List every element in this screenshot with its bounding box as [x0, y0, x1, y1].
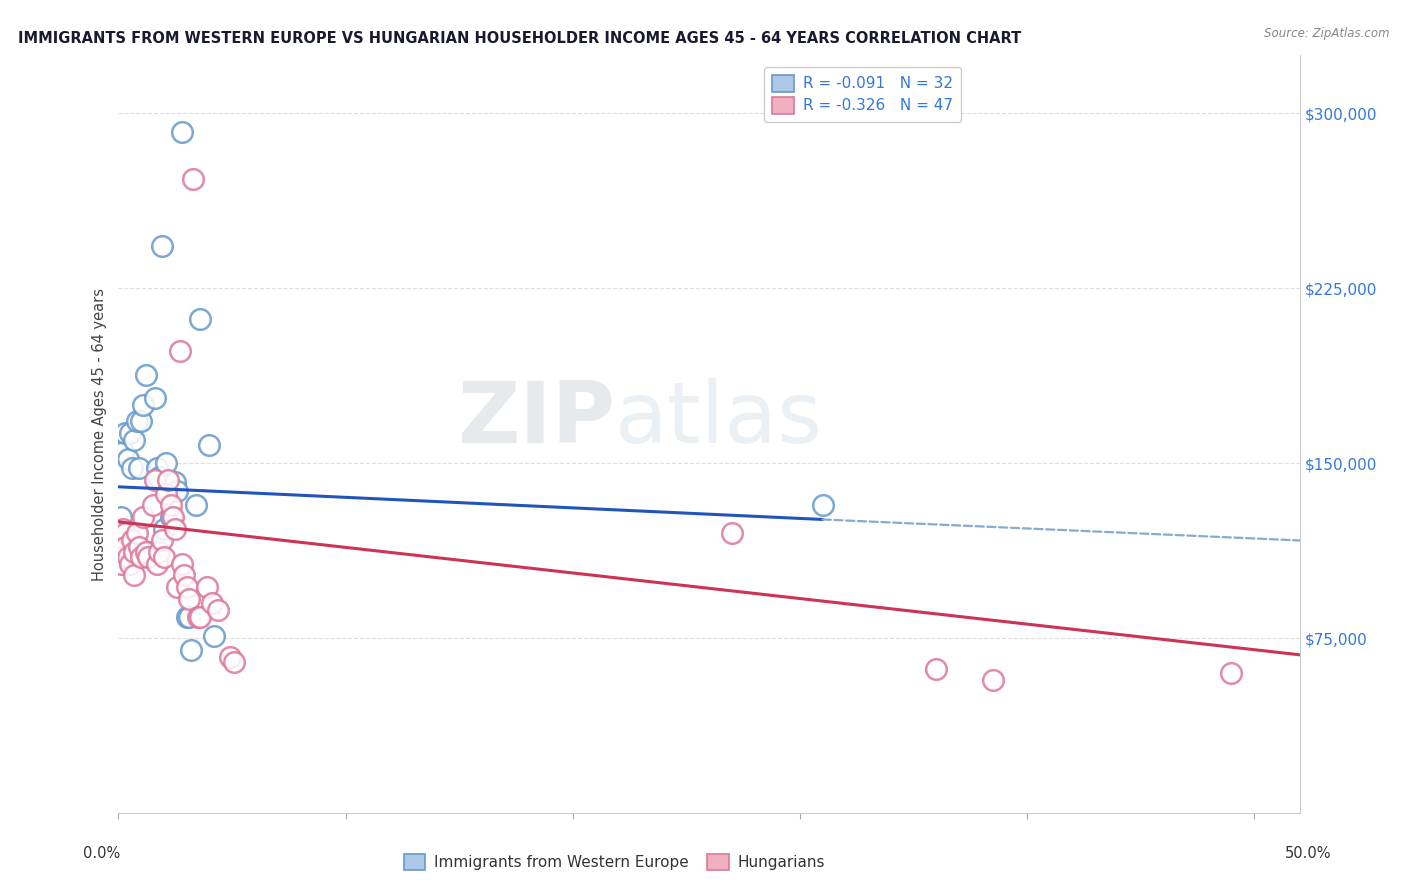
Point — [169, 344, 191, 359]
Text: 0.0%: 0.0% — [83, 847, 120, 861]
Point — [128, 461, 150, 475]
Point — [925, 662, 948, 676]
Point — [117, 549, 139, 564]
Point — [143, 473, 166, 487]
Text: Source: ZipAtlas.com: Source: ZipAtlas.com — [1264, 27, 1389, 40]
Point — [176, 580, 198, 594]
Point — [180, 643, 202, 657]
Point — [114, 541, 136, 555]
Point — [143, 391, 166, 405]
Point — [159, 510, 181, 524]
Point — [125, 526, 148, 541]
Point — [111, 445, 134, 459]
Point — [118, 557, 141, 571]
Point — [150, 239, 173, 253]
Point — [136, 549, 159, 564]
Point — [141, 499, 163, 513]
Point — [170, 557, 193, 571]
Point — [224, 655, 246, 669]
Point — [129, 414, 152, 428]
Point — [166, 484, 188, 499]
Point — [117, 451, 139, 466]
Y-axis label: Householder Income Ages 45 - 64 years: Householder Income Ages 45 - 64 years — [93, 288, 107, 581]
Text: 50.0%: 50.0% — [1284, 847, 1331, 861]
Point — [135, 545, 157, 559]
Point — [129, 549, 152, 564]
Point — [200, 597, 222, 611]
Point — [110, 510, 132, 524]
Text: ZIP: ZIP — [457, 377, 614, 460]
Point — [110, 542, 132, 557]
Legend: Immigrants from Western Europe, Hungarians: Immigrants from Western Europe, Hungaria… — [396, 846, 832, 878]
Text: IMMIGRANTS FROM WESTERN EUROPE VS HUNGARIAN HOUSEHOLDER INCOME AGES 45 - 64 YEAR: IMMIGRANTS FROM WESTERN EUROPE VS HUNGAR… — [18, 31, 1022, 46]
Point — [202, 629, 225, 643]
Point — [132, 510, 155, 524]
Point — [135, 368, 157, 382]
Point — [125, 414, 148, 428]
Point — [146, 461, 169, 475]
Point — [165, 522, 187, 536]
Point — [118, 426, 141, 441]
Point — [157, 473, 180, 487]
Point — [124, 433, 146, 447]
Point — [155, 457, 177, 471]
Text: atlas: atlas — [614, 377, 823, 460]
Point — [166, 580, 188, 594]
Point — [110, 549, 132, 564]
Point — [198, 438, 221, 452]
Point — [148, 545, 170, 559]
Point — [124, 568, 146, 582]
Point — [177, 610, 200, 624]
Point — [165, 475, 187, 490]
Point — [111, 522, 134, 536]
Point — [128, 541, 150, 555]
Point — [155, 487, 177, 501]
Point — [114, 426, 136, 441]
Point — [121, 533, 143, 548]
Point — [176, 610, 198, 624]
Point — [150, 533, 173, 548]
Point — [153, 549, 176, 564]
Point — [110, 531, 132, 545]
Point — [162, 510, 184, 524]
Point — [159, 499, 181, 513]
Point — [177, 591, 200, 606]
Point — [187, 610, 209, 624]
Point — [157, 484, 180, 499]
Point — [188, 610, 211, 624]
Point — [124, 545, 146, 559]
Point — [146, 557, 169, 571]
Point — [1220, 666, 1243, 681]
Point — [132, 398, 155, 412]
Point — [153, 522, 176, 536]
Point — [114, 526, 136, 541]
Point — [183, 171, 205, 186]
Point — [121, 461, 143, 475]
Point — [207, 603, 229, 617]
Point — [720, 526, 742, 541]
Point — [170, 125, 193, 139]
Point — [184, 499, 207, 513]
Point — [218, 650, 240, 665]
Point — [195, 580, 218, 594]
Point — [188, 311, 211, 326]
Point — [148, 470, 170, 484]
Point — [139, 545, 162, 559]
Point — [110, 557, 132, 571]
Point — [173, 568, 195, 582]
Point — [811, 499, 834, 513]
Point — [981, 673, 1004, 688]
